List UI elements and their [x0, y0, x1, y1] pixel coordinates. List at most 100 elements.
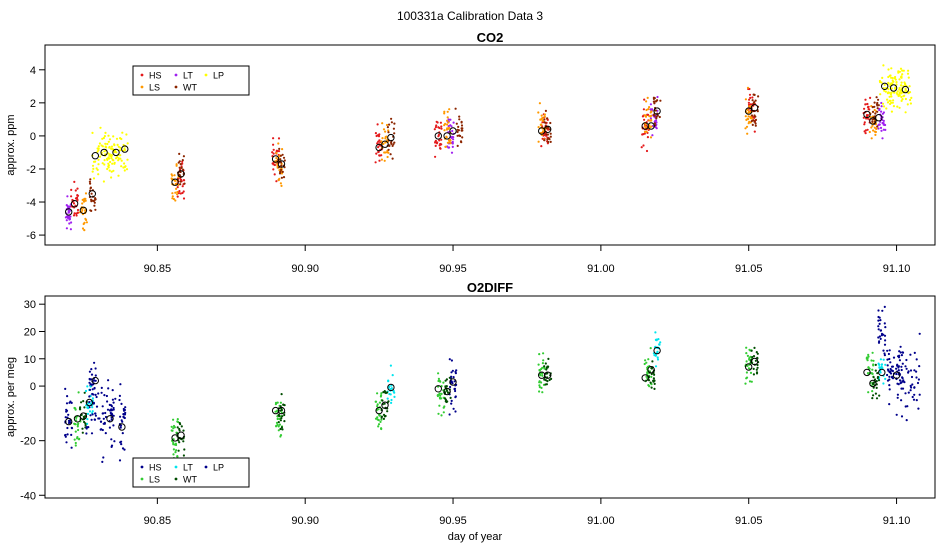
data-point	[275, 149, 278, 152]
data-point	[901, 98, 904, 101]
data-point	[443, 129, 446, 132]
data-point	[103, 394, 106, 397]
data-point	[746, 364, 749, 367]
data-point	[646, 371, 650, 375]
data-point	[102, 422, 105, 425]
data-point	[863, 123, 866, 126]
data-point	[895, 81, 898, 84]
data-point	[652, 97, 656, 100]
data-point	[81, 431, 84, 434]
data-point	[913, 369, 916, 372]
data-point	[375, 152, 378, 155]
mean-marker	[381, 140, 389, 148]
data-point	[451, 140, 454, 144]
data-point	[385, 123, 389, 127]
data-point	[890, 91, 893, 94]
data-point	[897, 383, 900, 386]
data-point	[100, 144, 103, 147]
data-point	[878, 394, 881, 397]
data-point	[543, 118, 546, 121]
data-point	[867, 105, 870, 108]
data-point	[888, 403, 891, 406]
data-point	[882, 382, 885, 385]
data-point	[900, 399, 903, 402]
data-point	[382, 417, 385, 420]
mean-marker	[647, 366, 655, 374]
data-point	[81, 202, 84, 205]
mean-marker	[745, 107, 753, 115]
data-point	[901, 351, 904, 354]
data-point	[752, 119, 755, 122]
legend-swatch	[204, 465, 208, 469]
data-point	[459, 140, 463, 143]
data-point	[748, 348, 751, 351]
data-point	[89, 187, 92, 190]
data-point	[66, 426, 69, 430]
data-point	[916, 381, 920, 385]
data-point	[72, 214, 76, 217]
data-point	[104, 432, 107, 435]
data-point	[539, 374, 542, 377]
data-point	[867, 355, 870, 358]
data-point	[387, 379, 390, 382]
data-point	[376, 142, 379, 145]
data-point	[891, 365, 895, 368]
data-point	[277, 421, 280, 424]
data-point	[107, 140, 110, 143]
data-point	[875, 96, 878, 99]
data-point	[894, 75, 897, 79]
data-point	[901, 362, 904, 365]
data-point	[886, 358, 889, 361]
data-point	[437, 377, 440, 380]
series-hs	[64, 305, 905, 462]
mean-marker	[863, 110, 871, 119]
data-point	[88, 388, 92, 391]
data-point	[752, 102, 755, 105]
mean-marker	[65, 208, 73, 216]
data-point	[746, 117, 749, 120]
data-point	[873, 105, 876, 108]
data-point	[182, 168, 185, 171]
o2diff-title: O2DIFF	[467, 280, 513, 295]
data-point	[864, 132, 867, 135]
data-point	[881, 102, 885, 105]
data-point	[549, 135, 552, 138]
data-point	[749, 103, 752, 106]
data-point	[281, 428, 284, 431]
data-point	[754, 359, 758, 362]
mean-marker	[70, 200, 79, 208]
data-point	[97, 147, 100, 150]
data-point	[390, 142, 393, 145]
data-point	[108, 403, 111, 406]
data-point	[756, 363, 759, 367]
data-point	[123, 169, 126, 172]
data-point	[183, 448, 186, 451]
data-point	[122, 415, 125, 418]
data-point	[653, 373, 656, 376]
mean-marker	[647, 122, 655, 130]
legend-swatch	[174, 85, 178, 89]
data-point	[183, 182, 186, 185]
data-point	[109, 160, 112, 164]
data-point	[387, 129, 390, 132]
data-point	[897, 369, 900, 372]
data-point	[92, 167, 95, 170]
data-point	[753, 346, 756, 349]
data-point	[884, 377, 887, 380]
data-point	[864, 129, 868, 132]
data-point	[180, 165, 183, 168]
data-point	[106, 400, 109, 403]
data-point	[110, 438, 113, 441]
data-point	[178, 441, 181, 444]
data-point	[877, 309, 880, 312]
data-point	[452, 138, 455, 141]
data-point	[883, 123, 886, 126]
data-point	[66, 215, 69, 218]
data-point	[276, 423, 279, 426]
data-point	[278, 147, 281, 150]
data-point	[878, 322, 881, 325]
data-point	[896, 364, 899, 367]
mean-marker	[106, 415, 114, 423]
x-tick-label: 91.00	[587, 515, 615, 527]
data-point	[895, 92, 898, 95]
